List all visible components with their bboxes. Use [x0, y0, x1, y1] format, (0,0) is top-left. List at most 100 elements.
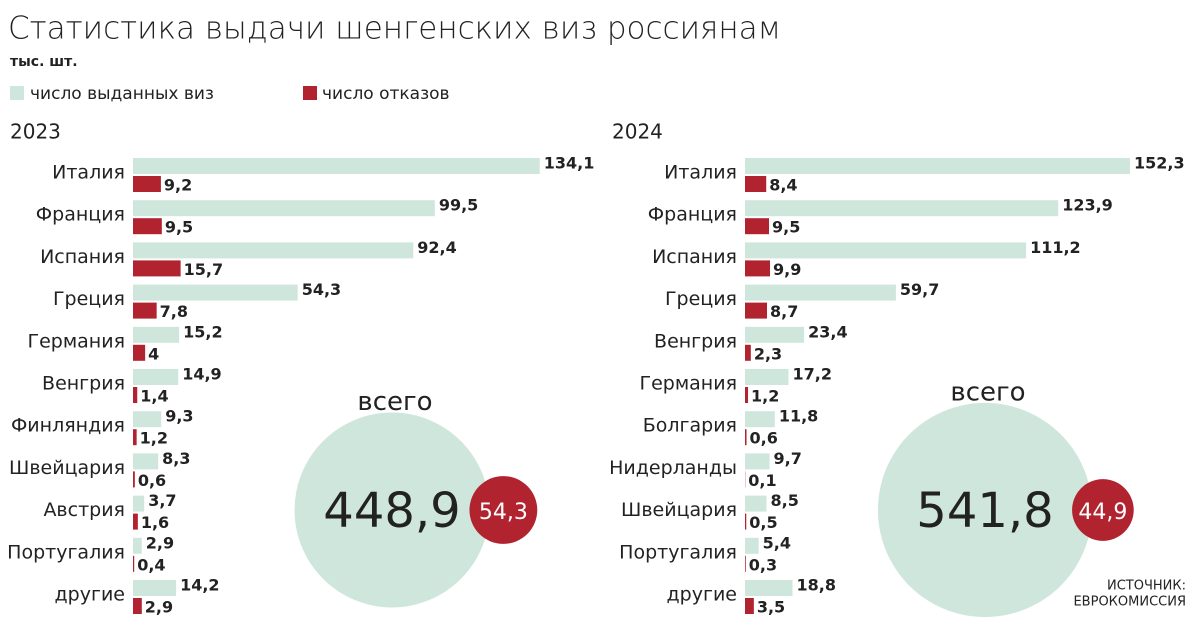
value-label: 15,2 [183, 322, 222, 341]
value-label: 9,5 [772, 218, 800, 237]
value-label: 8,5 [770, 491, 798, 510]
value-label: 92,4 [417, 238, 456, 257]
bar [133, 580, 177, 596]
bar [133, 429, 137, 446]
bar [745, 495, 767, 512]
value-label: 0,6 [138, 471, 166, 490]
chart-title: 2023 [10, 120, 61, 144]
subtitle: тыс. шт. [10, 54, 78, 70]
value-label: 11,8 [779, 407, 818, 426]
value-label: 1,2 [140, 429, 168, 448]
total-value: 44,9 [1078, 500, 1127, 525]
legend-label: число выданных виз [30, 84, 214, 104]
category-label: Финляндия [11, 415, 125, 437]
value-label: 3,7 [148, 491, 176, 510]
bar [745, 326, 805, 343]
bar [133, 369, 179, 385]
source: ЕВРОКОМИССИЯ [1073, 595, 1186, 610]
bar [133, 453, 159, 470]
bar [745, 387, 749, 403]
total-value: 448,9 [323, 483, 460, 539]
category-label: Венгрия [42, 373, 125, 395]
value-label: 7,8 [160, 302, 188, 321]
value-label: 99,5 [439, 196, 478, 215]
bar [745, 453, 770, 470]
bar [133, 471, 135, 488]
bar [745, 580, 793, 596]
value-label: 0,3 [749, 555, 777, 574]
category-label: Австрия [43, 499, 125, 521]
value-label: 18,8 [797, 576, 836, 595]
bar [745, 200, 1059, 217]
total-value: 541,8 [916, 483, 1053, 539]
value-label: 2,3 [754, 344, 782, 363]
bar [133, 555, 135, 572]
value-label: 1,2 [751, 387, 779, 406]
value-label: 123,9 [1062, 196, 1113, 215]
bar [133, 218, 162, 235]
value-label: 9,7 [774, 449, 802, 468]
category-label: Италия [52, 162, 125, 184]
value-label: 3,5 [757, 598, 785, 617]
value-label: 152,3 [1134, 154, 1185, 173]
bar [133, 242, 414, 259]
value-label: 9,5 [165, 218, 193, 237]
value-label: 134,1 [544, 154, 595, 173]
bar [745, 158, 1130, 174]
value-label: 9,9 [773, 260, 801, 279]
value-label: 0,1 [748, 471, 776, 490]
value-label: 111,2 [1030, 238, 1081, 257]
bar [745, 411, 775, 428]
value-label: 2,9 [145, 598, 173, 617]
value-label: 0,4 [137, 555, 165, 574]
bar [133, 387, 138, 403]
bar [133, 598, 142, 614]
total-label: всего [950, 377, 1025, 407]
category-label: другие [55, 584, 125, 606]
bar [133, 284, 298, 301]
bar [745, 242, 1027, 259]
category-label: Швейцария [9, 457, 125, 479]
bar [133, 344, 146, 361]
bar [133, 326, 180, 343]
value-label: 54,3 [302, 280, 341, 299]
bar [133, 260, 181, 277]
category-label: Болгария [643, 415, 737, 437]
bar [133, 537, 142, 554]
category-label: Португалия [7, 541, 125, 563]
title: Статистика выдачи шенгенских виз россиян… [8, 11, 781, 47]
category-label: Германия [27, 330, 125, 352]
category-label: Греция [665, 288, 737, 310]
legend-swatch [303, 86, 317, 100]
value-label: 14,2 [180, 576, 219, 595]
legend-label: число отказов [322, 84, 450, 104]
value-label: 23,4 [808, 322, 847, 341]
value-label: 5,4 [763, 533, 791, 552]
category-label: Швейцария [621, 499, 737, 521]
value-label: 1,4 [140, 387, 168, 406]
source: ИСТОЧНИК: [1107, 579, 1186, 594]
legend-swatch [10, 86, 24, 100]
value-label: 4 [148, 344, 159, 363]
value-label: 9,2 [164, 176, 192, 195]
category-label: Греция [53, 288, 125, 310]
bar [133, 513, 138, 530]
category-label: Венгрия [654, 330, 737, 352]
bar [133, 411, 162, 428]
total-bubble [294, 412, 490, 608]
category-label: Франция [36, 204, 125, 226]
value-label: 2,9 [146, 533, 174, 552]
category-label: Нидерланды [609, 457, 737, 479]
bar [745, 176, 767, 192]
bar [745, 369, 789, 385]
bar [745, 302, 767, 319]
bar [745, 429, 747, 446]
total-bubble [1072, 479, 1134, 541]
bar [745, 344, 751, 361]
total-label: всего [357, 387, 432, 417]
value-label: 1,6 [141, 513, 169, 532]
value-label: 59,7 [900, 280, 939, 299]
category-label: Франция [648, 204, 737, 226]
category-label: Германия [639, 373, 737, 395]
bar [133, 495, 145, 512]
